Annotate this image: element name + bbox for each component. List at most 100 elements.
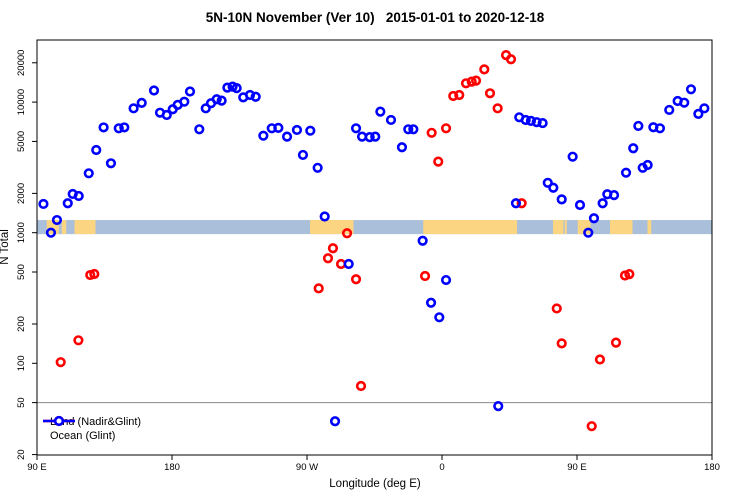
legend-label-ocean: Ocean (Glint) — [50, 430, 116, 442]
ocean-data-point — [161, 109, 172, 121]
land-data-point — [350, 274, 362, 285]
ocean-data-point — [370, 131, 381, 142]
ocean-data-point — [588, 213, 600, 224]
x-axis-label: Longitude (deg E) — [329, 478, 421, 490]
legend: Land (Nadir&Glint) Ocean (Glint) — [42, 415, 141, 443]
land-data-point — [610, 337, 622, 348]
land-data-point — [89, 268, 100, 280]
land-data-point — [466, 76, 477, 87]
ocean-data-point — [403, 124, 414, 135]
chart-title: 5N-10N November (Ver 10) 2015-01-01 to 2… — [205, 10, 545, 25]
ocean-data-point — [200, 103, 211, 114]
map-strip-land — [310, 220, 354, 235]
ocean-data-point — [105, 158, 117, 169]
map-strip-land — [61, 220, 67, 235]
ocean-legend-marker-icon — [43, 415, 75, 427]
map-strip-land — [647, 220, 652, 235]
land-data-point — [327, 243, 339, 254]
ocean-data-point — [583, 227, 594, 238]
land-data-point — [624, 268, 635, 280]
land-data-point — [516, 198, 527, 209]
ocean-data-point — [45, 227, 57, 238]
ocean-data-point — [364, 132, 375, 143]
ocean-data-point — [597, 198, 608, 209]
ocean-data-point — [113, 123, 124, 134]
ocean-data-point — [396, 142, 408, 153]
land-data-point — [313, 283, 324, 294]
ocean-data-point — [608, 190, 620, 201]
land-data-point — [454, 89, 465, 101]
ocean-data-point — [51, 214, 63, 226]
y-axis-label: N Total — [0, 229, 11, 265]
ocean-data-point — [620, 167, 632, 178]
ocean-data-point — [291, 124, 303, 136]
x-tick-label: 90 W — [296, 462, 318, 473]
ocean-data-point — [664, 104, 675, 116]
land-data-point — [586, 421, 597, 432]
ocean-data-point — [62, 198, 73, 209]
y-tick-label: 5000 — [16, 131, 27, 152]
ocean-data-point — [297, 149, 309, 161]
ocean-data-point — [119, 122, 130, 133]
x-tick-label: 90 E — [567, 462, 587, 473]
land-data-point — [470, 75, 482, 86]
land-data-point — [341, 228, 353, 239]
ocean-data-point — [548, 182, 559, 193]
land-data-point — [440, 123, 452, 134]
ocean-data-point — [250, 91, 261, 102]
x-tick-label: 90 E — [27, 462, 47, 473]
ocean-data-point — [136, 97, 147, 108]
ocean-data-point — [510, 198, 522, 209]
land-data-point — [492, 103, 503, 114]
map-strip-land — [564, 220, 567, 235]
legend-row-ocean: Ocean (Glint) — [42, 415, 141, 443]
map-strip-land — [553, 220, 564, 235]
ocean-data-point — [434, 312, 445, 323]
plot-border — [36, 39, 713, 456]
land-data-point — [322, 253, 334, 264]
y-tick-label: 2000 — [16, 183, 27, 204]
land-data-point — [433, 156, 444, 167]
land-data-point — [419, 270, 431, 282]
ocean-data-point — [91, 144, 102, 156]
ocean-data-point — [417, 235, 428, 246]
ocean-data-point — [525, 115, 537, 126]
ocean-data-point — [693, 108, 704, 119]
y-tick-label: 20000 — [16, 50, 27, 76]
map-strip-land — [610, 220, 633, 235]
ocean-data-point — [194, 124, 205, 135]
ocean-data-point — [542, 177, 553, 188]
ocean-data-point — [98, 122, 109, 133]
ocean-data-point — [222, 82, 233, 93]
ocean-data-point — [556, 194, 567, 205]
ocean-data-point — [408, 124, 419, 135]
ocean-data-point — [633, 120, 644, 132]
ocean-data-point — [258, 130, 269, 141]
land-data-point — [355, 380, 367, 392]
y-tick-label: 1000 — [16, 222, 27, 243]
ocean-data-point — [537, 117, 548, 129]
ocean-data-point — [642, 159, 653, 171]
land-data-point — [484, 88, 496, 99]
land-data-point — [73, 335, 84, 346]
ocean-data-point — [305, 125, 316, 136]
ocean-data-point — [493, 401, 504, 412]
y-tick-label: 200 — [16, 316, 27, 332]
map-strip-land — [577, 220, 591, 235]
ocean-data-point — [679, 97, 690, 108]
ocean-data-point — [375, 106, 386, 117]
map-strip-land — [423, 220, 517, 235]
ocean-data-point — [343, 258, 354, 270]
ocean-data-point — [685, 84, 697, 95]
ocean-data-point — [211, 94, 222, 105]
x-tick-label: 180 — [704, 462, 720, 473]
ocean-data-point — [350, 123, 362, 134]
ocean-data-point — [531, 117, 542, 128]
land-data-point — [551, 303, 562, 314]
ocean-data-point — [244, 89, 256, 101]
ocean-data-point — [319, 211, 330, 222]
x-tick-label: 0 — [439, 462, 444, 473]
land-data-point — [556, 338, 567, 349]
